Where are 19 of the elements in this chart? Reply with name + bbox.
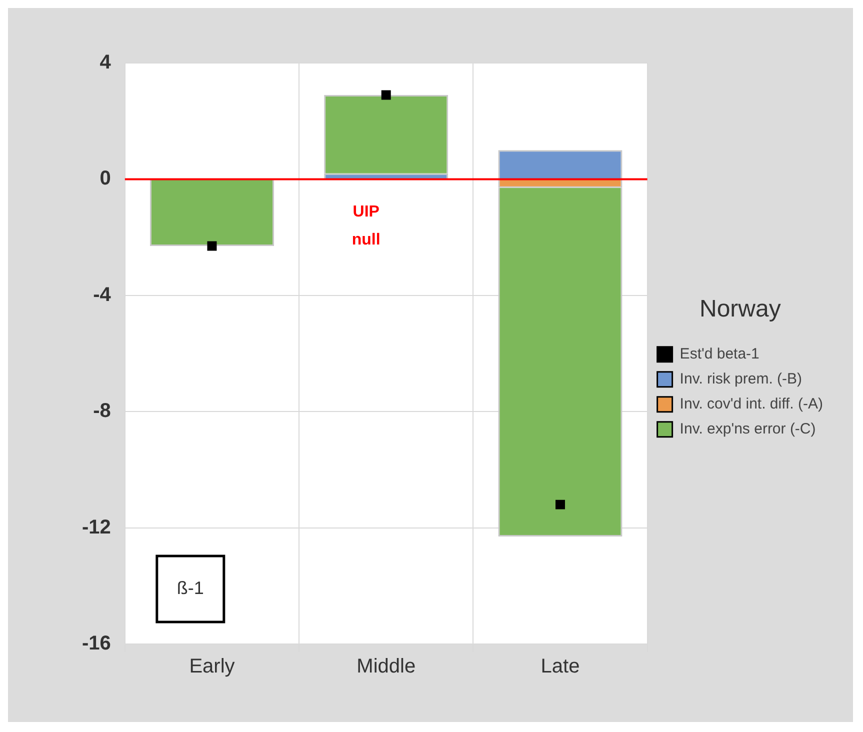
annotation: ß-1	[176, 578, 204, 598]
y-tick-label: -12	[82, 516, 111, 538]
y-tick-label: -16	[82, 632, 111, 655]
x-tick-label: Early	[189, 656, 235, 678]
y-tick-label: 0	[100, 168, 111, 190]
y-tick-label: -4	[93, 284, 112, 306]
legend-label: Inv. cov'd int. diff. (-A)	[680, 396, 824, 413]
point	[381, 90, 391, 100]
point	[556, 500, 565, 510]
x-tick-label: Middle	[356, 656, 416, 678]
point	[207, 241, 217, 251]
legend-label: Inv. exp'ns error (-C)	[680, 420, 816, 438]
legend-title: Norway	[699, 296, 781, 323]
legend-label: Inv. risk prem. (-B)	[680, 370, 802, 388]
x-tick-label: Late	[540, 656, 580, 678]
y-tick-label: -8	[93, 400, 111, 422]
y-tick-label: 4	[100, 52, 112, 74]
legend-label: Est'd beta-1	[680, 346, 760, 363]
ref-line-label: UIP null	[352, 204, 380, 249]
